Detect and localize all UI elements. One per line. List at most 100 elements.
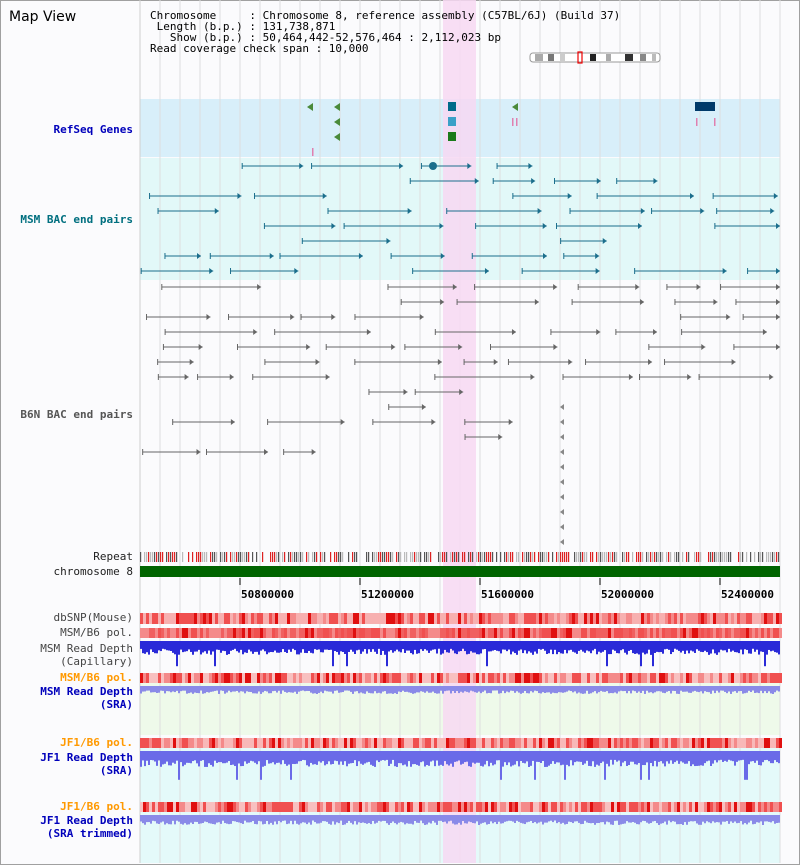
dbsnp-strip: [410, 613, 413, 624]
jf1-pol2-strip: [707, 802, 710, 812]
msm-sra-depth-bar: [238, 686, 240, 693]
msm-pol-strip: [371, 628, 374, 638]
jf1-pol2-strip: [317, 802, 320, 812]
msm-sra-depth-bar: [386, 686, 388, 694]
msm-pol2-strip: [299, 673, 302, 683]
msm-depth-bar: [204, 641, 206, 652]
jf1-depth-bar: [774, 751, 776, 761]
msm-depth-bar: [228, 641, 230, 655]
repeat-mark: [694, 552, 696, 562]
msm-pol2-strip: [677, 673, 680, 683]
dbsnp-strip: [404, 613, 407, 624]
jf1-pol2-strip: [221, 802, 224, 812]
jf1-depth-bar: [232, 751, 234, 765]
msm-sra-depth-bar: [630, 686, 632, 694]
jf1-pol2-strip: [644, 802, 647, 812]
jf1-pol2-strip: [506, 802, 509, 812]
dbsnp-strip: [365, 613, 368, 624]
dbsnp-strip: [446, 613, 449, 624]
msm-pol2-strip: [290, 673, 293, 683]
jf1-depth-bar: [446, 751, 448, 765]
msm-depth-bar: [638, 641, 640, 655]
msm-sra-depth-bar: [282, 686, 284, 691]
jf1-trim-depth-bar: [386, 815, 388, 824]
msm-pol-strip: [248, 628, 251, 638]
jf1-trim-depth-bar: [694, 815, 696, 822]
msm-pol2-strip: [311, 673, 314, 683]
jf1-depth-bar: [618, 751, 620, 761]
msm-sra-depth-bar: [156, 686, 158, 693]
jf1-pol2-strip: [329, 802, 332, 812]
msm-sra-depth-bar: [770, 686, 772, 694]
msm-depth-bar: [362, 641, 364, 652]
msm-bac-pair-end: [537, 208, 542, 214]
repeat-mark: [470, 552, 472, 562]
msm-pol-strip: [302, 628, 305, 638]
msm-pol2-strip: [746, 673, 749, 683]
msm-sra-depth-bar: [160, 686, 162, 691]
msm-depth-bar: [668, 641, 670, 650]
dbsnp-strip: [281, 613, 284, 624]
jf1-trim-depth-bar: [448, 815, 450, 822]
dbsnp-strip: [554, 613, 557, 624]
b6n-bac-pair-end: [264, 449, 269, 455]
jf1-depth-bar: [454, 751, 456, 762]
msm-depth-bar: [358, 641, 360, 650]
msm-sra-depth-bar: [764, 686, 766, 692]
jf1-trim-depth-bar: [776, 815, 778, 824]
msm-sra-depth-bar: [300, 686, 302, 691]
jf1-pol2-strip: [299, 802, 302, 812]
jf1-trim-depth-bar: [162, 815, 164, 822]
msm-pol2-strip: [281, 673, 284, 683]
jf1-trim-depth-bar: [322, 815, 324, 822]
jf1-depth-bar: [570, 751, 572, 761]
jf1-trim-depth-bar: [706, 815, 708, 822]
dbsnp-strip: [611, 613, 614, 624]
jf1-depth-bar: [720, 751, 722, 760]
b6n-bac-pair-end: [498, 434, 503, 440]
msm-sra-depth-bar: [326, 686, 328, 692]
msm-sra-depth-bar: [228, 686, 230, 691]
msm-depth-bar: [420, 641, 422, 650]
jf1-trim-depth-bar: [778, 815, 780, 823]
jf1-depth-bar: [650, 751, 652, 763]
msm-sra-depth-bar: [304, 686, 306, 692]
repeat-mark: [274, 552, 276, 562]
msm-pol-strip: [404, 628, 407, 638]
jf1-pol2-strip: [344, 802, 347, 812]
msm-depth-bar: [604, 641, 606, 651]
msm-depth-bar: [770, 641, 772, 652]
msm-pol2-strip: [317, 673, 320, 683]
msm-pol2-strip: [458, 673, 461, 683]
jf1-pol-strip: [245, 738, 248, 748]
msm-sra-depth-bar: [476, 686, 478, 693]
jf1-depth-bar: [770, 751, 772, 764]
b6n-bac-pair-end: [776, 344, 780, 350]
msm-sra-depth-bar: [680, 686, 682, 691]
dbsnp-strip: [494, 613, 497, 624]
msm-pol2-strip: [203, 673, 206, 683]
jf1-trim-depth-bar: [564, 815, 566, 825]
dbsnp-strip: [635, 613, 638, 624]
dbsnp-strip: [710, 613, 713, 624]
msm-pol2-strip: [668, 673, 671, 683]
jf1-depth-bar: [284, 751, 286, 764]
jf1-depth-bar: [406, 751, 408, 767]
msm-pol-strip: [698, 628, 701, 638]
msm-depth-bar: [518, 641, 520, 651]
jf1-depth-bar: [734, 751, 736, 766]
jf1-depth-bar: [430, 751, 432, 762]
jf1-trim-depth-bar: [298, 815, 300, 825]
msm-depth-bar: [248, 641, 250, 650]
jf1-pol-strip: [713, 738, 716, 748]
msm-sra-depth-bar: [288, 686, 290, 693]
msm-bac-pair-end: [197, 253, 202, 259]
jf1-depth-bar: [736, 751, 738, 762]
repeat-mark: [216, 552, 218, 562]
jf1-pol2-strip: [368, 802, 371, 812]
repeat-mark: [720, 552, 722, 562]
repeat-mark: [354, 552, 356, 562]
msm-sra-depth-bar: [490, 686, 492, 694]
jf1-pol2-strip: [284, 802, 287, 812]
dbsnp-strip: [362, 613, 365, 624]
